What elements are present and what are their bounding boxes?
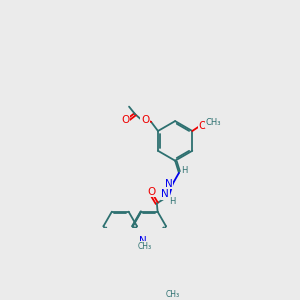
- Text: CH₃: CH₃: [166, 290, 180, 299]
- Text: H: H: [169, 197, 175, 206]
- Text: O: O: [147, 187, 156, 197]
- Text: CH₃: CH₃: [206, 118, 221, 127]
- Text: CH₃: CH₃: [138, 242, 152, 250]
- Text: O: O: [121, 115, 129, 125]
- Text: N: N: [161, 189, 169, 199]
- Text: O: O: [198, 121, 206, 131]
- Text: N: N: [165, 178, 173, 188]
- Text: O: O: [141, 115, 149, 124]
- Text: N: N: [139, 236, 146, 247]
- Text: H: H: [181, 166, 188, 175]
